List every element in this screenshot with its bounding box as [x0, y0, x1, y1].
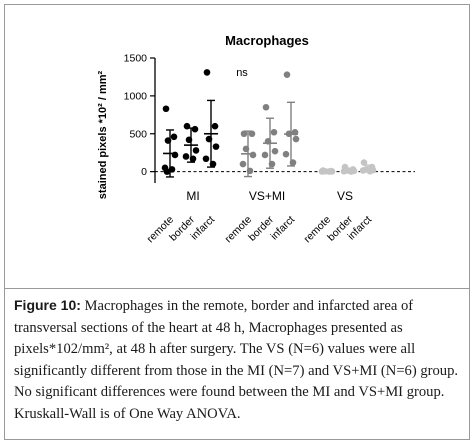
- data-point: [359, 167, 367, 174]
- y-ticks: 0 500 1000 1500: [124, 53, 155, 178]
- data-point: [239, 160, 247, 168]
- data-point: [242, 145, 250, 153]
- data-point: [170, 133, 178, 141]
- y-tick-label: 500: [129, 128, 147, 140]
- category-label: remote: [302, 214, 334, 246]
- caption-label: Figure 10:: [14, 297, 81, 313]
- data-point: [212, 143, 220, 150]
- chart-marks: [161, 69, 377, 178]
- data-point: [205, 135, 213, 143]
- data-point: [209, 160, 217, 168]
- group-labels: MI VS+MI VS: [186, 189, 353, 203]
- data-point: [360, 159, 368, 166]
- data-point: [340, 167, 348, 175]
- data-point: [282, 150, 290, 158]
- data-point: [347, 168, 355, 175]
- caption-divider: [5, 288, 469, 289]
- data-point: [292, 135, 300, 143]
- data-point: [291, 128, 299, 136]
- data-point: [289, 159, 297, 166]
- figure-caption: Figure 10: Macrophages in the remote, bo…: [14, 295, 464, 425]
- data-point: [249, 151, 257, 159]
- data-point: [192, 147, 200, 154]
- data-point: [164, 137, 172, 144]
- data-point: [163, 168, 171, 175]
- data-point: [211, 122, 219, 130]
- category-label: border: [246, 213, 276, 243]
- data-point: [240, 130, 248, 138]
- data-point: [318, 168, 326, 175]
- data-point: [203, 69, 211, 76]
- data-point: [202, 155, 210, 163]
- y-axis-label: stained pixels *10² / mm²: [97, 70, 109, 199]
- data-point: [325, 168, 333, 175]
- y-tick-label: 0: [141, 166, 147, 178]
- group-label: VS: [337, 189, 353, 203]
- data-point: [264, 138, 272, 145]
- data-point: [182, 153, 190, 160]
- data-point: [366, 167, 374, 175]
- data-point: [246, 167, 254, 175]
- data-point: [248, 130, 256, 138]
- data-point: [191, 125, 199, 133]
- group-label: VS+MI: [249, 189, 285, 203]
- chart-title: Macrophages: [225, 33, 309, 48]
- data-point: [271, 147, 279, 155]
- data-point: [268, 160, 276, 168]
- data-point: [189, 155, 197, 163]
- ns-annotation: ns: [236, 67, 248, 79]
- y-tick-label: 1000: [124, 90, 148, 102]
- category-label: infarct: [268, 214, 297, 243]
- y-tick-label: 1500: [124, 53, 148, 65]
- caption-text: Macrophages in the remote, border and in…: [14, 298, 459, 422]
- data-point: [283, 71, 291, 78]
- data-point: [261, 151, 269, 159]
- data-point: [185, 136, 193, 144]
- category-label: remote: [223, 214, 255, 246]
- data-point: [183, 122, 191, 130]
- data-point: [171, 151, 179, 159]
- data-point: [168, 166, 176, 173]
- data-point: [270, 128, 278, 136]
- group-label: MI: [186, 189, 199, 203]
- data-point: [162, 105, 170, 113]
- figure-frame: Macrophages stained pixels *10² / mm² 0 5…: [4, 4, 470, 440]
- data-point: [262, 103, 270, 111]
- macrophages-chart: Macrophages stained pixels *10² / mm² 0 5…: [97, 33, 415, 245]
- data-point: [285, 130, 293, 138]
